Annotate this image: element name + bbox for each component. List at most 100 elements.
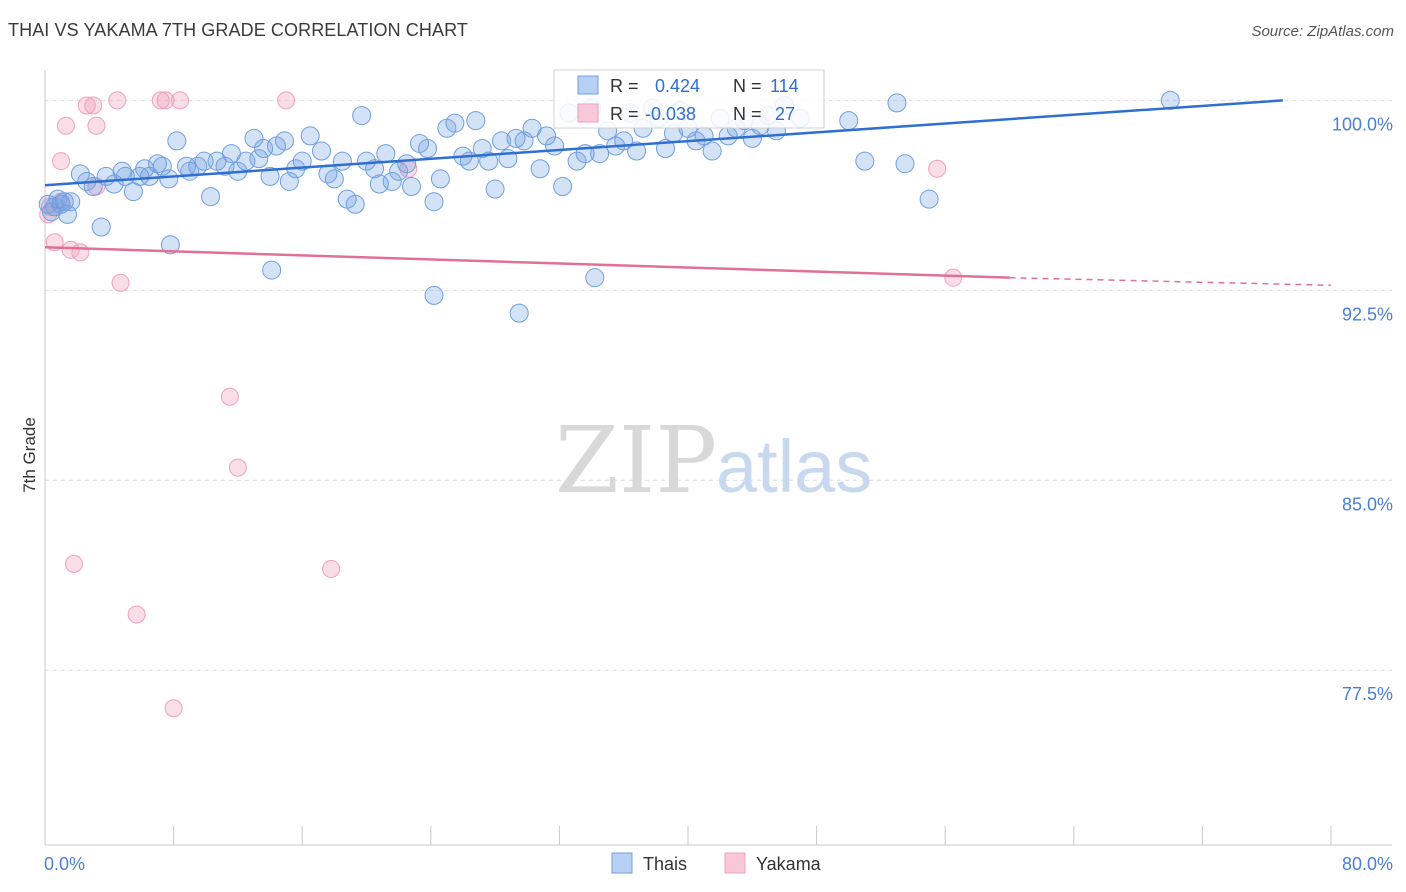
thais-point [424, 285, 444, 305]
yakama-r-value: -0.038 [645, 104, 696, 124]
stats-legend-box [553, 69, 825, 129]
thais-point [895, 154, 915, 174]
thais-point [839, 111, 859, 131]
thais-point [152, 156, 172, 176]
thais-point [424, 192, 444, 212]
x-ticks [173, 826, 1332, 845]
thais-n-label: N = [733, 76, 762, 96]
thais-trend-line [44, 99, 1283, 187]
yakama-point [151, 91, 170, 110]
thais-point [430, 169, 450, 189]
thais-point [249, 149, 269, 169]
thais-point [167, 131, 187, 151]
thais-point [215, 156, 235, 176]
yakama-point [77, 96, 96, 115]
thais-point [260, 166, 280, 186]
watermark-zip: ZIP [555, 407, 717, 514]
thais-point [466, 111, 486, 131]
thais-point [54, 192, 74, 212]
thais-point [262, 260, 282, 280]
y-tick-label: 77.5% [1342, 684, 1393, 704]
yakama-point [39, 205, 58, 224]
watermark-atlas: atlas [716, 425, 872, 508]
thais-point [91, 217, 111, 237]
yakama-point [84, 96, 103, 115]
yakama-point [71, 243, 90, 262]
thais-point [382, 171, 402, 191]
thais-point [919, 189, 939, 209]
thais-point [160, 235, 180, 255]
yakama-r-label: R = [610, 104, 639, 124]
legend-yakama-label: Yakama [756, 854, 822, 874]
thais-point [530, 159, 550, 179]
y-tick-labels: 100.0% 92.5% 85.0% 77.5% [1332, 114, 1393, 704]
watermark: ZIP atlas [555, 407, 872, 514]
yakama-swatch [577, 103, 599, 123]
thais-point [485, 179, 505, 199]
yakama-point [220, 387, 239, 406]
thais-point [275, 131, 295, 151]
thais-point [590, 144, 610, 164]
yakama-n-value: 27 [775, 104, 795, 124]
thais-point [324, 169, 344, 189]
thais-point [376, 144, 396, 164]
yakama-point [108, 91, 127, 110]
thais-point [279, 171, 299, 191]
thais-point [352, 106, 372, 126]
legend-thais-swatch [611, 852, 633, 874]
source-label: Source: ZipAtlas.com [1251, 23, 1394, 40]
yakama-point [156, 91, 175, 110]
thais-point [445, 113, 465, 133]
thais-point [332, 151, 352, 171]
thais-n-value: 114 [770, 76, 799, 96]
thais-point [292, 151, 312, 171]
yakama-trend-extension [1009, 276, 1332, 287]
thais-point [509, 303, 529, 323]
thais-point [345, 194, 365, 214]
thais-point [702, 141, 722, 161]
yakama-trend-line [44, 246, 1010, 279]
thais-point [201, 187, 221, 207]
thais-point [855, 151, 875, 171]
thais-point [244, 128, 264, 148]
grid-lines [45, 99, 1392, 671]
yakama-point [111, 273, 130, 292]
thais-swatch [577, 75, 599, 95]
thais-point [492, 131, 512, 151]
thais-r-value: 0.424 [655, 76, 700, 96]
thais-point [159, 169, 179, 189]
thais-point [553, 177, 573, 197]
yakama-point [64, 554, 83, 573]
legend-yakama-swatch [724, 852, 746, 874]
thais-point [397, 154, 417, 174]
y-axis-label: 7th Grade [20, 417, 39, 493]
thais-r-label: R = [610, 76, 639, 96]
yakama-point [87, 116, 106, 135]
thais-point [567, 151, 587, 171]
y-tick-label: 85.0% [1342, 494, 1393, 514]
thais-point [148, 154, 168, 174]
y-tick-label: 92.5% [1342, 304, 1393, 324]
thais-point [479, 151, 499, 171]
thais-point [357, 151, 376, 171]
yakama-point [52, 152, 71, 171]
stats-legend: R = 0.424 N = 114 R = -0.038 N = 27 [553, 69, 825, 129]
trend-lines [44, 99, 1332, 287]
yakama-point [127, 605, 146, 624]
thais-point [545, 136, 565, 156]
thais-point [61, 192, 81, 212]
thais-point [41, 202, 61, 222]
thais-point [537, 126, 557, 146]
yakama-point [171, 91, 190, 110]
thais-point [311, 141, 331, 161]
yakama-point [944, 268, 963, 287]
thais-point [472, 139, 492, 159]
yakama-point [164, 699, 183, 718]
thais-point [1160, 90, 1180, 110]
x-tick-label: 0.0% [44, 854, 85, 874]
yakama-point [322, 559, 341, 578]
yakama-point [277, 91, 296, 110]
thais-point [389, 161, 409, 181]
thais-point [402, 177, 422, 197]
